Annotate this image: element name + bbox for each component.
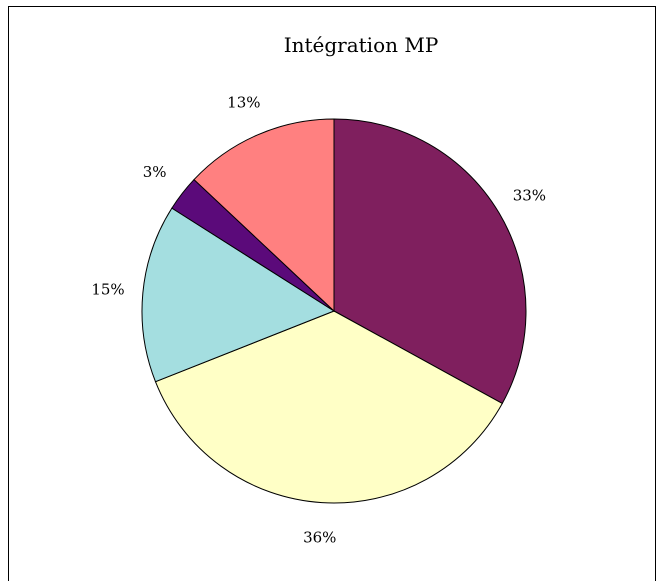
slice-label-2: 15% xyxy=(91,281,124,299)
pie-slice-0 xyxy=(333,118,527,405)
pie-slice-4 xyxy=(193,118,335,313)
chart-area: Intégration MP 33% 36% 15% 3% 13% xyxy=(8,6,656,581)
slice-label-0: 33% xyxy=(513,186,546,204)
pie-slice-2 xyxy=(141,207,336,383)
chart-title: Intégration MP xyxy=(284,33,439,57)
pie-slice-1 xyxy=(154,310,503,504)
slice-label-4: 13% xyxy=(227,94,260,112)
pie-labels: 33% 36% 15% 3% 13% xyxy=(91,94,546,547)
slice-label-1: 36% xyxy=(303,529,336,547)
pie-slices xyxy=(141,118,527,504)
pie-chart: Intégration MP 33% 36% 15% 3% 13% xyxy=(91,33,546,547)
slice-label-3: 3% xyxy=(143,163,167,181)
